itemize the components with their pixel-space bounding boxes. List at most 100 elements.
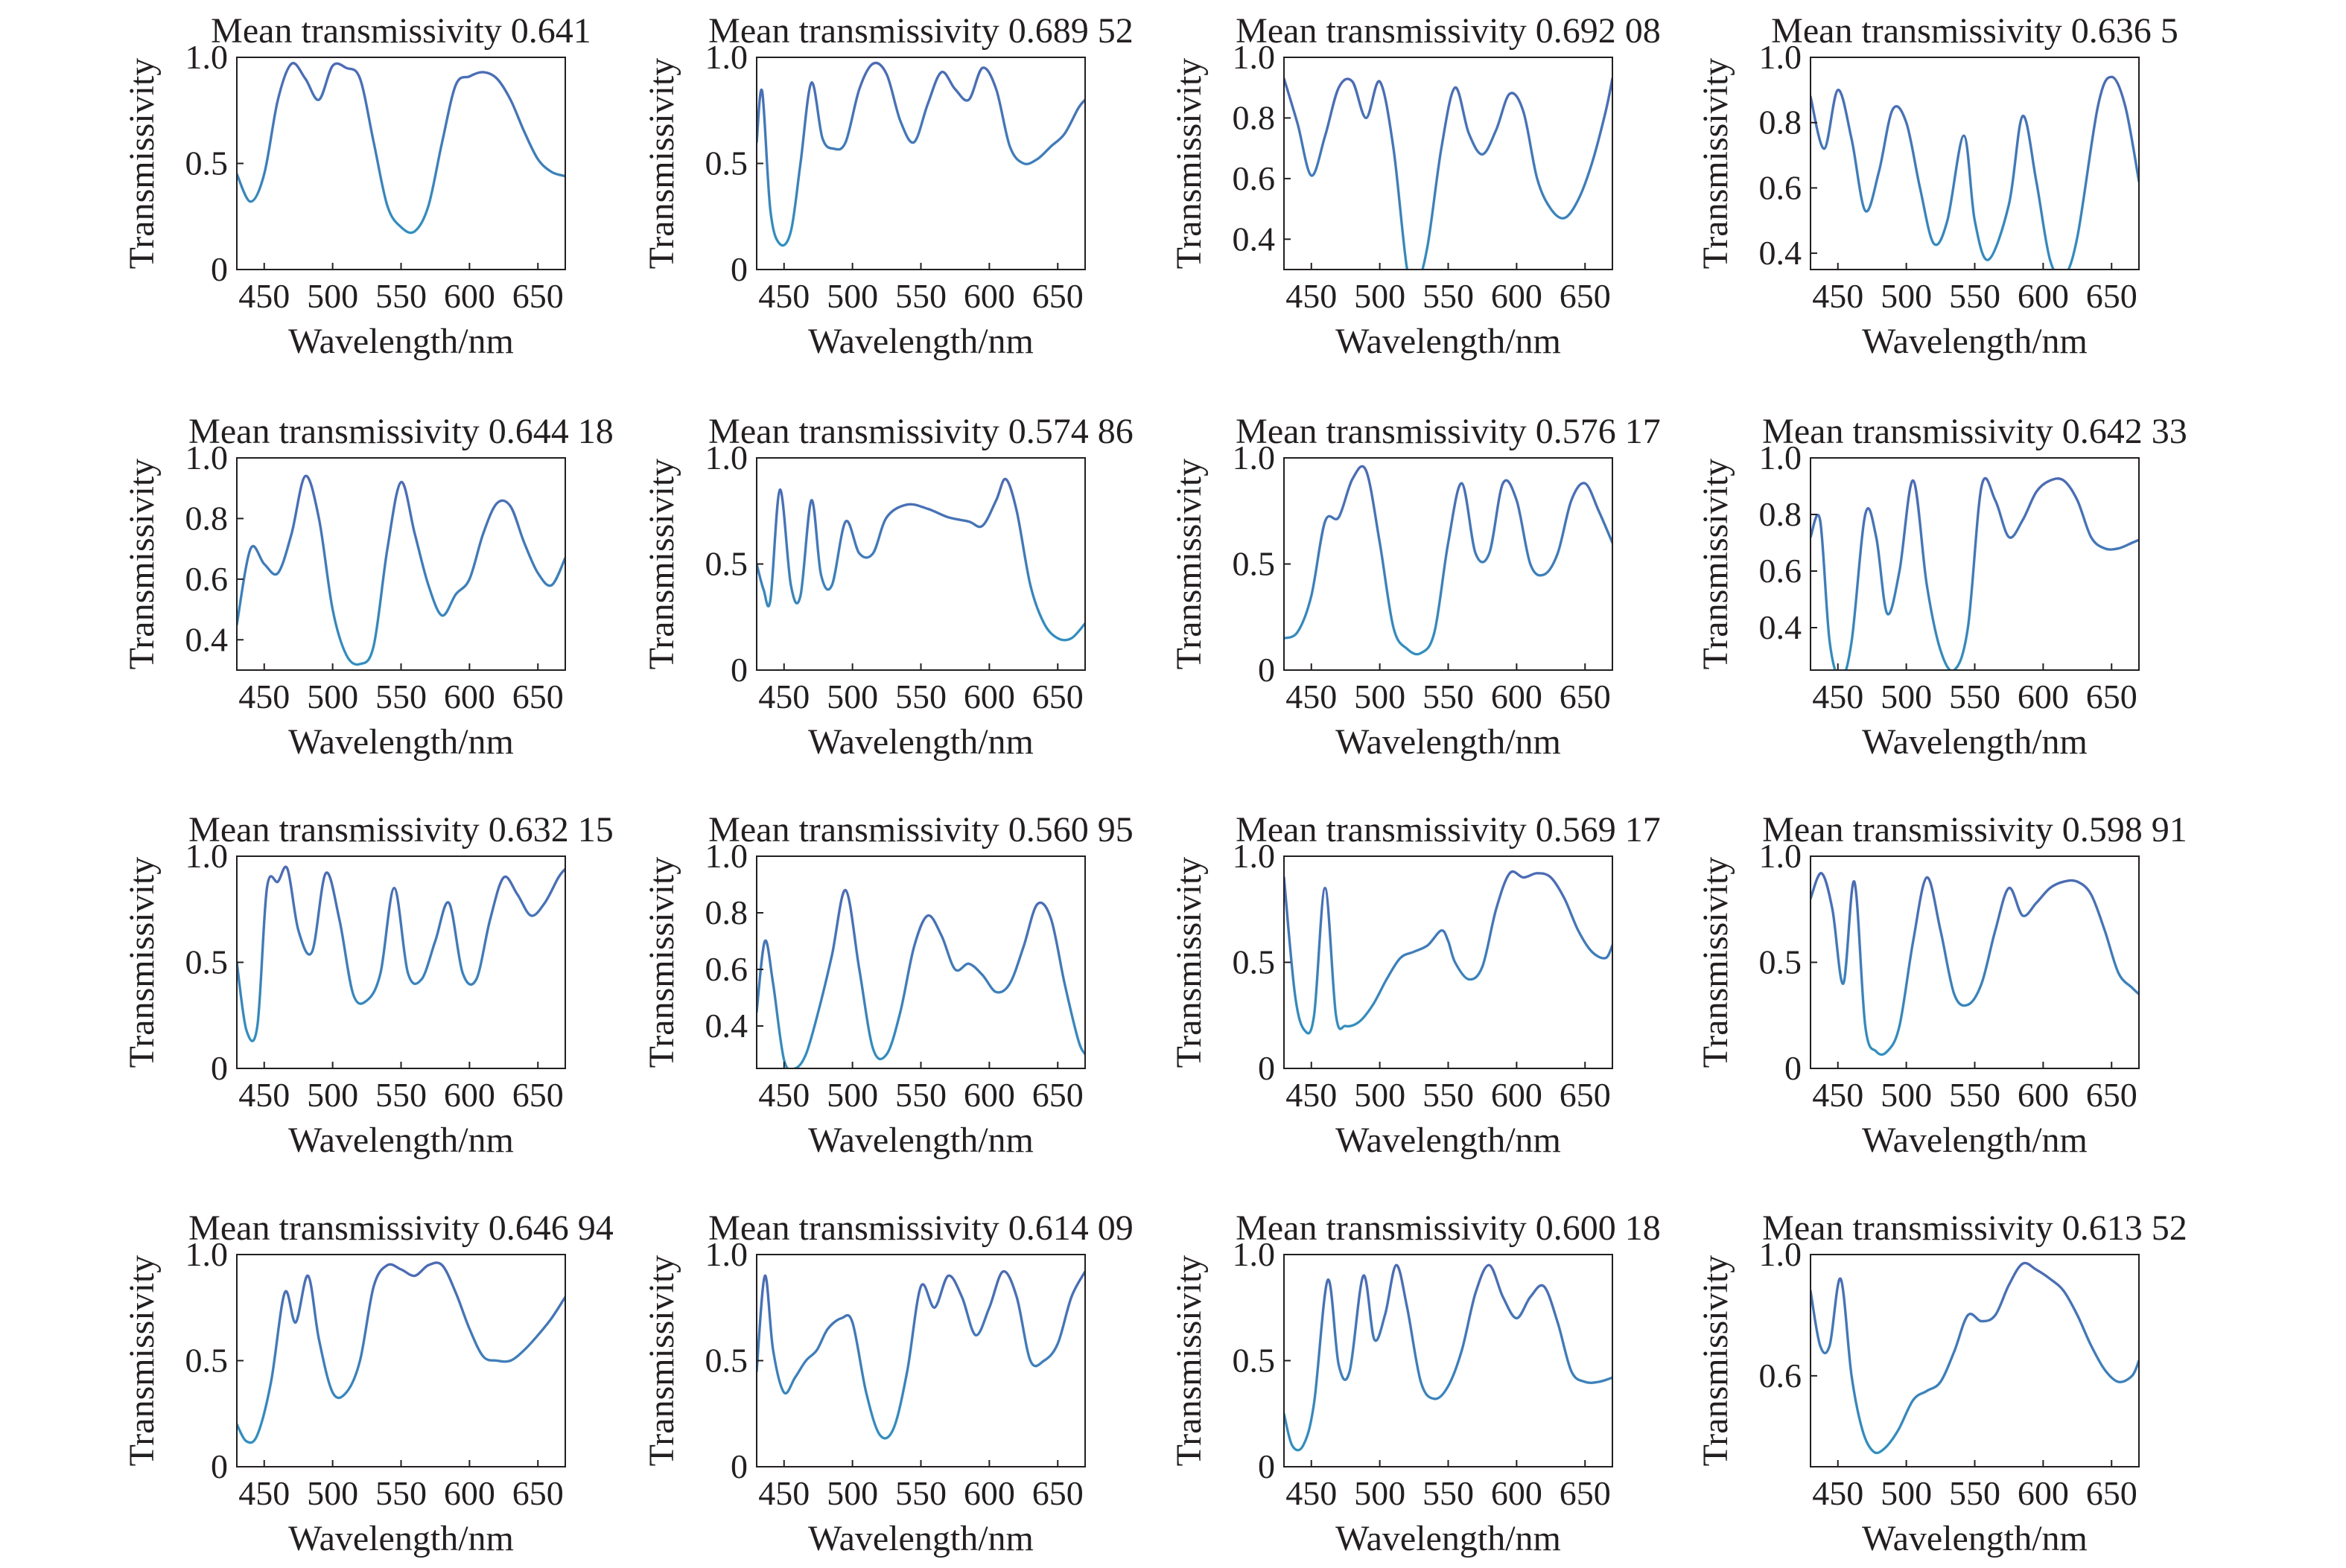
- subplot-10: Mean transmissivity 0.560 95 450 500 550 600…: [642, 810, 1134, 1160]
- subplot-2: Mean transmissivity 0.689 52 450 500 550 600…: [642, 11, 1134, 361]
- y-tick-label: 0.8: [1759, 103, 1802, 141]
- y-tick-label: 1.0: [1759, 439, 1802, 477]
- x-axis-label: Wavelength/nm: [288, 1519, 514, 1558]
- x-axis-label: Wavelength/nm: [1335, 1121, 1561, 1160]
- subplot-16: Mean transmissivity 0.613 52 450 500 550 600…: [1696, 1208, 2187, 1558]
- transmissivity-curve-edge: [237, 62, 565, 234]
- y-tick-label: 0.4: [1233, 220, 1276, 258]
- y-tick-label: 0: [731, 1447, 748, 1485]
- transmissivity-curve-edge: [757, 478, 1085, 641]
- x-tick-label: 650: [512, 678, 564, 716]
- transmissivity-curve-edge: [1811, 477, 2139, 670]
- x-tick-label: 650: [2086, 1474, 2137, 1512]
- subplot-11: Mean transmissivity 0.569 17 450 500 550 600…: [1169, 810, 1661, 1160]
- x-axis-label: Wavelength/nm: [1335, 722, 1561, 762]
- transmissivity-curve: [757, 477, 1085, 642]
- x-tick-label: 550: [375, 678, 427, 716]
- subplot-title: Mean transmissivity 0.560 95: [708, 810, 1134, 850]
- x-tick-label: 450: [1812, 277, 1863, 315]
- x-tick-label: 500: [307, 1474, 358, 1512]
- subplot-9: Mean transmissivity 0.632 15 450 500 550 600…: [122, 810, 614, 1160]
- transmissivity-curve-edge: [757, 1270, 1085, 1439]
- transmissivity-curve: [757, 888, 1085, 1068]
- subplot-title: Mean transmissivity 0.574 86: [708, 412, 1134, 451]
- x-tick-label: 450: [1285, 277, 1337, 315]
- transmissivity-curve: [237, 1261, 565, 1444]
- y-tick-label: 0.5: [705, 1342, 748, 1380]
- plot-frame: [1283, 457, 1613, 671]
- plot-frame: [236, 457, 566, 671]
- y-tick-label: 1.0: [1233, 439, 1276, 477]
- x-tick-label: 650: [1032, 1076, 1084, 1114]
- x-axis-label: Wavelength/nm: [288, 722, 514, 762]
- subplot-14: Mean transmissivity 0.614 09 450 500 550 600…: [642, 1208, 1134, 1558]
- x-tick-label: 500: [1881, 1076, 1932, 1114]
- y-axis-label: Transmissivity: [1696, 1255, 1735, 1467]
- x-tick-label: 600: [964, 277, 1015, 315]
- y-tick-label: 0.6: [1759, 552, 1802, 590]
- subplot-title: Mean transmissivity 0.642 33: [1762, 412, 2187, 451]
- y-tick-label: 0.4: [1759, 234, 1802, 272]
- y-tick-label: 0.8: [705, 893, 748, 931]
- x-tick-label: 550: [1949, 678, 2000, 716]
- subplot-title: Mean transmissivity 0.569 17: [1236, 810, 1661, 850]
- x-tick-label: 500: [827, 277, 878, 315]
- y-tick-label: 0.6: [185, 560, 229, 598]
- y-tick-label: 0.5: [1759, 943, 1802, 981]
- y-tick-label: 0.4: [1759, 608, 1802, 646]
- transmissivity-curve: [1811, 1261, 2139, 1455]
- x-tick-label: 550: [895, 1474, 947, 1512]
- y-tick-label: 0: [211, 1447, 228, 1485]
- y-tick-label: 1.0: [705, 837, 748, 875]
- y-tick-label: 0.6: [705, 950, 748, 988]
- x-tick-label: 500: [1354, 678, 1405, 716]
- y-tick-label: 1.0: [1759, 38, 1802, 76]
- transmissivity-curve: [757, 61, 1085, 247]
- y-axis-label: Transmissivity: [1169, 1255, 1209, 1467]
- plot-frame: [236, 1254, 566, 1467]
- subplot-title: Mean transmissivity 0.644 18: [188, 412, 614, 451]
- transmissivity-curve-edge: [757, 889, 1085, 1068]
- x-tick-label: 500: [1881, 1474, 1932, 1512]
- subplot-title: Mean transmissivity 0.598 91: [1762, 810, 2187, 850]
- y-axis-label: Transmissivity: [642, 58, 681, 270]
- transmissivity-curve-edge: [757, 62, 1085, 246]
- x-tick-label: 450: [1285, 1076, 1337, 1114]
- x-axis-label: Wavelength/nm: [288, 322, 514, 361]
- y-tick-label: 0.8: [185, 499, 229, 537]
- x-tick-label: 500: [1354, 277, 1405, 315]
- x-axis-label: Wavelength/nm: [1862, 1121, 2088, 1160]
- y-axis-label: Transmissivity: [642, 857, 681, 1068]
- transmissivity-curve: [237, 474, 565, 666]
- subplot-5: Mean transmissivity 0.644 18 450 500 550 600…: [122, 412, 614, 762]
- x-tick-label: 550: [1422, 1076, 1474, 1114]
- x-tick-label: 450: [1812, 1474, 1863, 1512]
- y-tick-label: 0.8: [1759, 495, 1802, 533]
- x-tick-label: 450: [1812, 1076, 1863, 1114]
- transmissivity-curve: [757, 1270, 1085, 1440]
- transmissivity-curve-edge: [237, 1262, 565, 1444]
- y-tick-label: 0: [1784, 1049, 1802, 1087]
- x-tick-label: 500: [307, 678, 358, 716]
- transmissivity-curve-edge: [1284, 870, 1612, 1034]
- y-tick-label: 0.5: [705, 545, 748, 583]
- plot-frame: [1283, 1254, 1613, 1467]
- subplot-title: Mean transmissivity 0.636 5: [1771, 11, 2178, 51]
- transmissivity-curve-edge: [237, 475, 565, 666]
- x-tick-label: 550: [895, 678, 947, 716]
- subplot-6: Mean transmissivity 0.574 86 450 500 550 600…: [642, 412, 1134, 762]
- y-tick-label: 1.0: [185, 439, 229, 477]
- x-tick-label: 600: [1491, 1076, 1542, 1114]
- x-tick-label: 550: [1422, 1474, 1474, 1512]
- subplot-title: Mean transmissivity 0.576 17: [1236, 412, 1661, 451]
- x-tick-label: 600: [2018, 1474, 2069, 1512]
- x-axis-label: Wavelength/nm: [808, 1519, 1034, 1558]
- x-tick-label: 450: [758, 1076, 810, 1114]
- x-tick-label: 650: [2086, 277, 2137, 315]
- transmissivity-curve: [1284, 1263, 1612, 1452]
- x-axis-label: Wavelength/nm: [808, 1121, 1034, 1160]
- y-tick-label: 1.0: [705, 38, 748, 76]
- x-axis-label: Wavelength/nm: [1862, 322, 2088, 361]
- y-tick-label: 0.5: [185, 943, 229, 981]
- x-tick-label: 600: [2018, 678, 2069, 716]
